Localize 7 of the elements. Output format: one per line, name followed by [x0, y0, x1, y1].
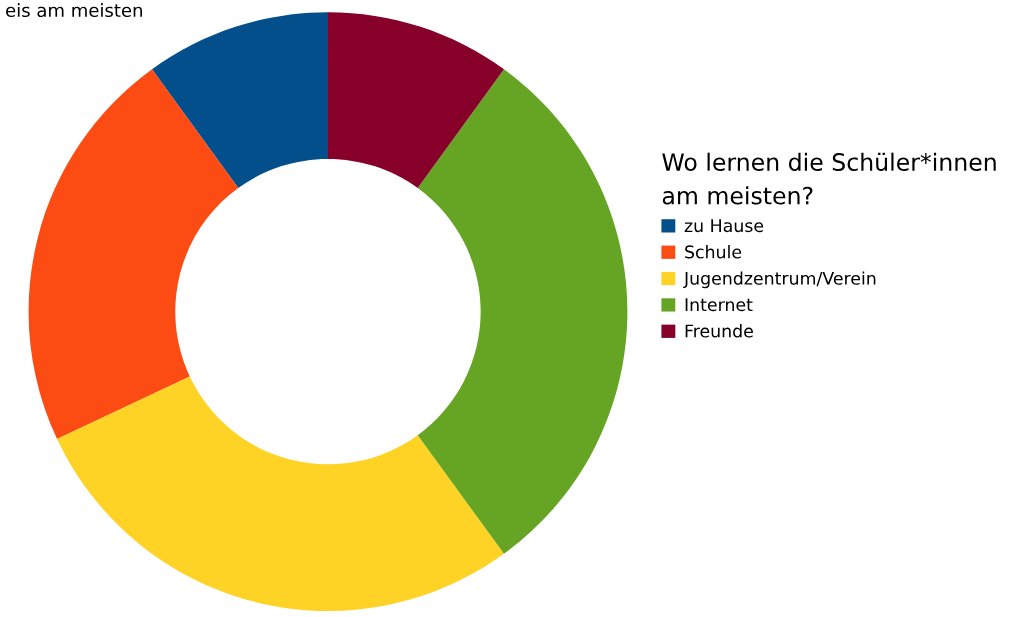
- legend-label: Internet: [685, 298, 753, 312]
- legend-label: zu Hause: [684, 219, 764, 233]
- legend-label: Schule: [685, 245, 742, 259]
- text: eis am meisten: [6, 3, 142, 18]
- legend-title: Wo lernen die Schüler*innen am meisten?: [662, 152, 996, 205]
- legend-label: Jugendzentrum/Verein: [683, 271, 876, 289]
- legend-label: Freunde: [685, 324, 753, 338]
